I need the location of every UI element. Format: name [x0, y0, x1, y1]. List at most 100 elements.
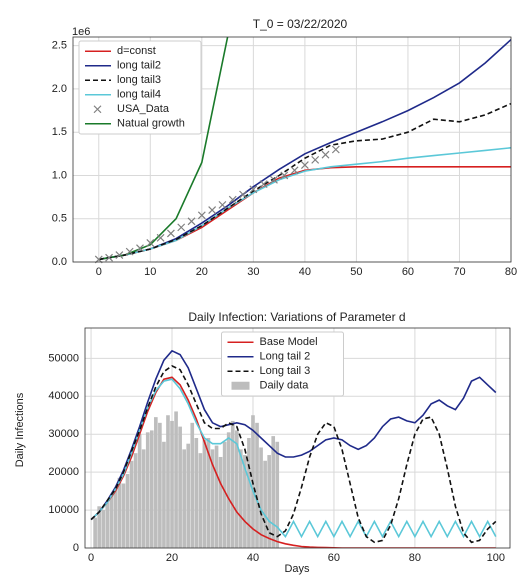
data-point	[197, 211, 206, 220]
y-tick-label: 1.5	[52, 126, 67, 138]
bar	[182, 449, 186, 548]
bar	[186, 443, 191, 548]
x-tick-label: 0	[96, 266, 102, 278]
bar	[230, 420, 235, 548]
legend-label: long tail3	[117, 74, 161, 86]
data-point	[321, 150, 330, 159]
bar	[214, 445, 219, 548]
x-axis-label: Days	[284, 563, 310, 575]
x-tick-label: 40	[299, 266, 311, 278]
data-point	[208, 206, 217, 215]
x-tick-label: 60	[402, 266, 414, 278]
bar	[206, 438, 211, 548]
bar	[113, 489, 118, 548]
bar	[149, 430, 154, 548]
bar	[210, 449, 215, 548]
data-point	[166, 229, 175, 238]
legend-label: Natual growth	[117, 118, 185, 130]
y-tick-label: 2.0	[52, 83, 67, 95]
x-tick-label: 10	[144, 266, 156, 278]
data-point	[105, 253, 113, 262]
bar	[101, 510, 106, 548]
bar	[129, 460, 134, 548]
data-point	[187, 217, 196, 226]
bar	[166, 415, 170, 548]
data-point	[331, 145, 340, 154]
bar	[125, 474, 130, 548]
bar	[162, 441, 166, 548]
bar	[117, 477, 122, 548]
bar	[93, 517, 97, 548]
bar	[109, 494, 114, 548]
legend-label: Daily data	[260, 380, 310, 392]
data-point	[249, 185, 258, 194]
bar	[154, 417, 158, 548]
chart-title: Daily Infection: Variations of Parameter…	[188, 310, 405, 324]
legend-label: Long tail 3	[260, 365, 311, 377]
bar	[267, 455, 271, 548]
y-tick-label: 2.5	[52, 40, 67, 52]
legend-swatch	[231, 381, 250, 390]
data-point	[125, 247, 134, 256]
bar	[247, 438, 251, 548]
bar	[178, 426, 182, 548]
y-offset-label: 1e6	[72, 26, 90, 38]
bar	[263, 460, 267, 548]
bar	[145, 432, 150, 548]
legend-label: long tail4	[117, 89, 161, 101]
data-point	[177, 223, 186, 232]
data-point	[239, 190, 247, 199]
x-tick-label: 50	[350, 266, 362, 278]
data-point	[146, 239, 155, 247]
series-line	[98, 147, 511, 261]
bar	[234, 430, 239, 548]
bar	[194, 438, 199, 548]
x-tick-label: 100	[487, 552, 505, 564]
series-line	[90, 364, 497, 544]
bar	[226, 432, 231, 548]
x-tick-label: 60	[328, 552, 340, 564]
data-point	[300, 161, 309, 170]
plot-frame	[72, 36, 512, 263]
x-tick-label: 40	[247, 552, 259, 564]
data-point	[136, 244, 144, 253]
legend-swatch	[93, 105, 102, 114]
bar	[158, 422, 162, 548]
bar	[133, 453, 138, 548]
series-line	[90, 349, 497, 521]
data-point	[156, 233, 165, 242]
y-tick-label: 40000	[48, 390, 79, 402]
data-point	[218, 200, 227, 209]
series-line	[98, 102, 511, 261]
bar	[259, 447, 263, 548]
x-tick-label: 80	[409, 552, 421, 564]
legend-box	[78, 40, 202, 135]
bar	[222, 441, 227, 548]
y-tick-label: 0.0	[52, 256, 67, 268]
bar	[255, 422, 259, 548]
data-point	[115, 251, 124, 260]
x-tick-label: 0	[88, 552, 94, 564]
y-tick-label: 0.5	[52, 213, 67, 225]
bar	[218, 456, 223, 548]
x-tick-label: 20	[166, 552, 178, 564]
bar	[97, 506, 101, 548]
bar	[121, 483, 126, 548]
x-tick-label: 20	[196, 266, 208, 278]
x-tick-label: 80	[505, 266, 517, 278]
bar	[137, 434, 142, 548]
x-tick-label: 30	[247, 266, 259, 278]
legend-label: Base Model	[260, 336, 318, 348]
legend-label: USA_Data	[117, 103, 170, 115]
legend-box	[221, 331, 344, 397]
y-tick-label: 1.0	[52, 169, 67, 181]
bar	[190, 422, 195, 548]
series-line	[90, 378, 497, 539]
data-point	[290, 166, 299, 175]
y-axis-label: Daily Infections	[14, 392, 26, 467]
y-tick-label: 10000	[48, 504, 79, 516]
bar	[275, 441, 280, 548]
y-tick-label: 50000	[48, 352, 79, 364]
data-point	[270, 175, 278, 184]
legend-label: Long tail 2	[260, 351, 311, 363]
